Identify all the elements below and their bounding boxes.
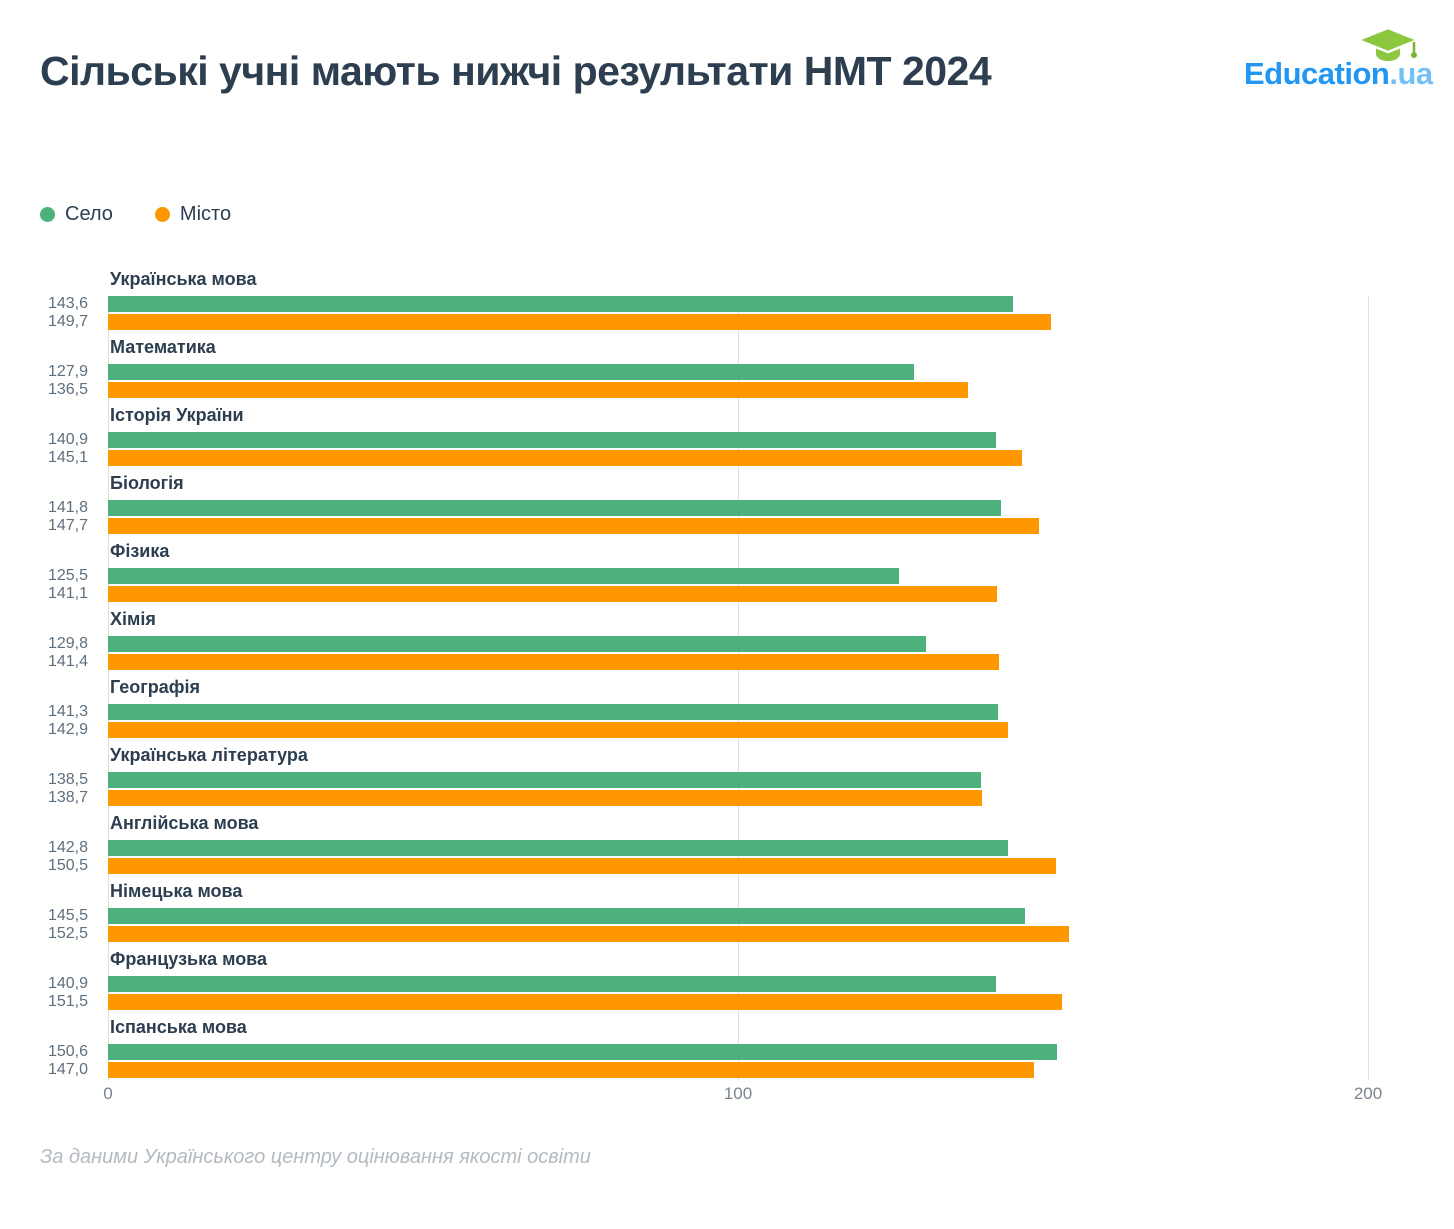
value-label-misto: 141,4 [47, 653, 88, 670]
gridline [1368, 296, 1369, 1080]
value-label-misto: 136,5 [47, 381, 88, 398]
value-label-misto: 141,1 [47, 585, 88, 602]
chart-row: Географія 141,3 142,9 [0, 677, 1454, 748]
misto-color-dot [154, 207, 170, 222]
gridline [738, 296, 739, 1080]
bar-misto [108, 314, 1052, 330]
logo-text: Education.ua [1244, 56, 1433, 92]
bar-selo [108, 976, 996, 992]
bar-misto [108, 926, 1069, 942]
subject-label: Англійська мова [110, 813, 259, 833]
legend-label-misto: Місто [179, 203, 232, 225]
chart-rows: Українська мова 143,6 149,7 Математика 127,9… [0, 269, 1454, 1122]
bar-selo [108, 908, 1025, 924]
value-label-misto: 151,5 [47, 993, 88, 1010]
bar-selo [108, 1044, 1057, 1060]
subject-label: Хімія [110, 609, 156, 629]
chart-row: Українська мова 143,6 149,7 [0, 269, 1454, 340]
subject-label: Біологія [110, 473, 184, 493]
chart-row: Історія України 140,9 145,1 [0, 405, 1454, 476]
bar-misto [108, 858, 1057, 874]
bar-misto [108, 722, 1009, 738]
subject-label: Іспанська мова [110, 1017, 247, 1037]
value-label-misto: 145,1 [47, 449, 88, 466]
logo-tld-text: .ua [1389, 56, 1433, 91]
selo-color-dot [40, 207, 55, 222]
value-label-misto: 147,7 [47, 517, 88, 534]
value-label-misto: 149,7 [47, 313, 88, 330]
bar-selo [108, 772, 981, 788]
chart-row: Іспанська мова 150,6 147,0 [0, 1017, 1454, 1088]
value-label-selo: 141,8 [47, 499, 88, 516]
value-label-selo: 150,6 [47, 1043, 88, 1060]
value-label-selo: 143,6 [47, 295, 88, 312]
value-label-selo: 145,5 [47, 907, 88, 924]
bar-misto [108, 450, 1023, 466]
page-title: Сільські учні мають нижчі результати НМТ… [40, 48, 992, 94]
bar-misto [108, 1062, 1035, 1078]
chart-row: Хімія 129,8 141,4 [0, 609, 1454, 680]
legend: Село Місто [40, 203, 231, 226]
chart-row: Англійська мова 142,8 150,5 [0, 813, 1454, 884]
x-axis-tick: 0 [103, 1084, 113, 1103]
source-note: За даними Українського центру оцінювання… [40, 1146, 591, 1168]
chart-row: Українська література 138,5 138,7 [0, 745, 1454, 816]
value-label-selo: 141,3 [47, 703, 88, 720]
legend-label-selo: Село [65, 203, 113, 225]
chart-row: Німецька мова 145,5 152,5 [0, 881, 1454, 952]
bar-selo [108, 500, 1002, 516]
bar-selo [108, 704, 999, 720]
subject-label: Фізика [110, 541, 170, 561]
x-axis-tick: 200 [1353, 1084, 1383, 1103]
subject-label: Історія України [110, 405, 244, 425]
bar-selo [108, 432, 996, 448]
subject-label: Географія [110, 677, 201, 697]
value-label-selo: 140,9 [47, 975, 88, 992]
value-label-selo: 140,9 [47, 431, 88, 448]
subject-label: Німецька мова [110, 881, 243, 901]
value-label-misto: 147,0 [47, 1061, 88, 1078]
chart-row: Французька мова 140,9 151,5 [0, 949, 1454, 1020]
value-label-selo: 127,9 [47, 363, 88, 380]
value-label-misto: 138,7 [47, 789, 88, 806]
chart-row: Біологія 141,8 147,7 [0, 473, 1454, 544]
chart-row: Фізика 125,5 141,1 [0, 541, 1454, 612]
bar-selo [108, 568, 899, 584]
subject-label: Французька мова [110, 949, 268, 969]
x-axis: 0 100 200 [0, 1084, 1454, 1108]
value-label-misto: 152,5 [47, 925, 88, 942]
bar-chart: Українська мова 143,6 149,7 Математика 127,9… [0, 269, 1454, 1122]
legend-item-selo: Село [40, 203, 113, 226]
value-label-misto: 150,5 [47, 857, 88, 874]
legend-item-misto: Місто [154, 203, 232, 226]
bar-misto [108, 994, 1063, 1010]
logo-brand-text: Education [1244, 56, 1390, 91]
gridline [108, 296, 109, 1080]
graduation-cap-icon [1356, 26, 1420, 61]
subject-label: Українська література [110, 745, 308, 765]
value-label-selo: 129,8 [47, 635, 88, 652]
x-axis-tick: 100 [723, 1084, 753, 1103]
bar-misto [108, 382, 968, 398]
bar-selo [108, 636, 926, 652]
subject-label: Математика [110, 337, 216, 357]
bar-misto [108, 790, 982, 806]
value-label-selo: 138,5 [47, 771, 88, 788]
bar-selo [108, 364, 914, 380]
education-ua-logo: Education.ua [1244, 24, 1433, 96]
value-label-selo: 125,5 [47, 567, 88, 584]
bar-misto [108, 654, 999, 670]
bar-misto [108, 518, 1039, 534]
subject-label: Українська мова [110, 269, 257, 289]
bar-misto [108, 586, 997, 602]
value-label-misto: 142,9 [47, 721, 88, 738]
bar-selo [108, 840, 1008, 856]
value-label-selo: 142,8 [47, 839, 88, 856]
chart-row: Математика 127,9 136,5 [0, 337, 1454, 408]
bar-selo [108, 296, 1013, 312]
